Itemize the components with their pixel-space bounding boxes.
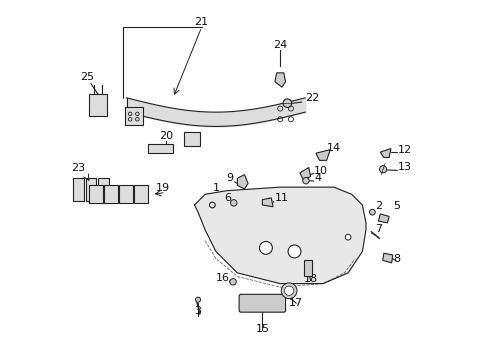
Text: 2: 2 bbox=[374, 201, 381, 211]
Polygon shape bbox=[382, 253, 392, 263]
Circle shape bbox=[229, 279, 236, 285]
Polygon shape bbox=[237, 175, 247, 189]
Text: 16: 16 bbox=[216, 273, 230, 283]
Text: 18: 18 bbox=[303, 274, 317, 284]
FancyBboxPatch shape bbox=[98, 178, 108, 202]
FancyBboxPatch shape bbox=[124, 107, 142, 125]
Text: 7: 7 bbox=[374, 224, 381, 234]
Text: 12: 12 bbox=[397, 145, 411, 155]
Polygon shape bbox=[194, 187, 365, 284]
Circle shape bbox=[195, 297, 200, 302]
Text: 1: 1 bbox=[212, 183, 219, 193]
FancyBboxPatch shape bbox=[239, 294, 285, 312]
Polygon shape bbox=[274, 73, 285, 87]
Circle shape bbox=[283, 99, 291, 108]
FancyBboxPatch shape bbox=[183, 132, 200, 146]
Circle shape bbox=[369, 209, 374, 215]
Polygon shape bbox=[299, 167, 310, 180]
Text: 25: 25 bbox=[80, 72, 94, 82]
FancyBboxPatch shape bbox=[89, 185, 102, 203]
Circle shape bbox=[345, 234, 350, 240]
Text: 8: 8 bbox=[392, 254, 399, 264]
Text: 11: 11 bbox=[274, 193, 288, 203]
Circle shape bbox=[284, 286, 293, 296]
Polygon shape bbox=[378, 214, 388, 223]
Polygon shape bbox=[380, 149, 390, 157]
Text: 14: 14 bbox=[326, 143, 340, 153]
Text: 6: 6 bbox=[224, 193, 231, 203]
Polygon shape bbox=[262, 198, 272, 207]
FancyBboxPatch shape bbox=[304, 260, 311, 276]
Text: 4: 4 bbox=[313, 173, 321, 183]
Text: 23: 23 bbox=[71, 163, 85, 173]
FancyBboxPatch shape bbox=[89, 94, 107, 116]
FancyBboxPatch shape bbox=[73, 178, 83, 202]
Text: 15: 15 bbox=[255, 324, 269, 334]
Circle shape bbox=[379, 166, 386, 173]
Circle shape bbox=[302, 177, 308, 184]
FancyBboxPatch shape bbox=[134, 185, 147, 203]
Text: 20: 20 bbox=[159, 131, 173, 141]
Text: 10: 10 bbox=[313, 166, 327, 176]
Text: 13: 13 bbox=[397, 162, 411, 172]
Circle shape bbox=[281, 283, 296, 298]
Circle shape bbox=[287, 245, 300, 258]
FancyBboxPatch shape bbox=[119, 185, 132, 203]
FancyBboxPatch shape bbox=[85, 178, 96, 202]
Circle shape bbox=[259, 242, 272, 254]
Text: 9: 9 bbox=[226, 173, 233, 183]
Text: 22: 22 bbox=[305, 93, 319, 103]
Text: 5: 5 bbox=[392, 201, 399, 211]
FancyBboxPatch shape bbox=[148, 144, 173, 153]
Text: 19: 19 bbox=[155, 183, 169, 193]
Text: 17: 17 bbox=[288, 298, 303, 308]
Text: 3: 3 bbox=[194, 306, 201, 316]
Text: 24: 24 bbox=[272, 40, 287, 50]
Polygon shape bbox=[315, 150, 329, 160]
FancyBboxPatch shape bbox=[104, 185, 118, 203]
Text: 21: 21 bbox=[194, 17, 208, 27]
Circle shape bbox=[230, 200, 237, 206]
